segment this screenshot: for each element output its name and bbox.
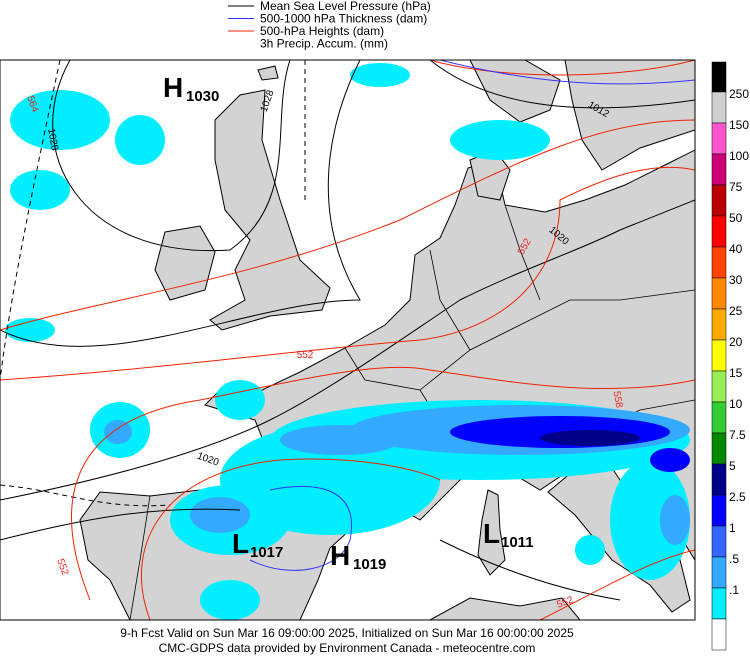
precip-area [280, 425, 400, 455]
footer-line: 9-h Fcst Valid on Sun Mar 16 09:00:00 20… [120, 626, 574, 640]
colorbar-segment [711, 339, 727, 372]
colorbar-label: 100 [729, 149, 749, 163]
colorbar-label: 15 [729, 366, 743, 380]
colorbar-segment [711, 184, 727, 217]
precip-area [540, 430, 640, 446]
pressure-value: 1030 [186, 88, 219, 105]
colorbar-label: 250 [729, 87, 749, 101]
contour-label: 558 [611, 390, 625, 409]
colorbar-label: .5 [729, 552, 739, 566]
precip-area [104, 420, 132, 444]
footer-line: CMC-GDPS data provided by Environment Ca… [159, 641, 536, 655]
contour-label: 1028 [45, 128, 60, 152]
iceland-faroe [257, 65, 279, 81]
precip-area [10, 170, 70, 210]
precip-area [115, 115, 165, 165]
precip-area [450, 120, 550, 160]
colorbar-segment [711, 370, 727, 403]
legend-label: 500-1000 hPa Thickness (dam) [260, 12, 427, 26]
pressure-value: 1017 [250, 544, 283, 561]
colorbar-label: 40 [729, 242, 743, 256]
colorbar-segment [711, 587, 727, 620]
pressure-letter: L [232, 528, 249, 559]
colorbar-segment [711, 556, 727, 589]
isobar [0, 60, 695, 601]
precip-area [575, 535, 605, 565]
colorbar-label: 7.5 [729, 428, 746, 442]
colorbar-label: 50 [729, 211, 743, 225]
colorbar-segment [711, 494, 727, 527]
colorbar: 250 150 100 75 50 40 30 25 20 15 10 7.5 5 2.5 1 .5 .1 [711, 61, 749, 651]
legend-label: Mean Sea Level Pressure (hPa) [260, 0, 431, 13]
pressure-letter: H [163, 72, 183, 103]
colorbar-segment [711, 618, 727, 651]
pressure-letter: L [483, 518, 500, 549]
legend-label: 500-hPa Heights (dam) [260, 24, 384, 38]
colorbar-segment [711, 246, 727, 279]
colorbar-label: 20 [729, 335, 743, 349]
colorbar-segment [711, 91, 727, 124]
colorbar-segment [711, 153, 727, 186]
colorbar-segment [711, 277, 727, 310]
pressure-value: 1011 [501, 534, 534, 551]
corsica-sardinia [477, 489, 506, 576]
precip-area [650, 448, 690, 472]
colorbar-label: 10 [729, 397, 743, 411]
contour-label: 552 [297, 350, 314, 361]
colorbar-label: 25 [729, 304, 743, 318]
precip-area [215, 380, 265, 420]
precip-area [610, 460, 690, 580]
great-britain [209, 89, 331, 331]
north-africa [429, 597, 581, 620]
sweden [564, 60, 695, 171]
pressure-letter: H [330, 540, 350, 571]
colorbar-label: 150 [729, 118, 749, 132]
precip-area [660, 495, 690, 545]
precipitation [5, 63, 690, 620]
pressure-value: 1019 [353, 556, 386, 573]
precip-area [5, 318, 55, 342]
colorbar-segment [711, 61, 727, 94]
colorbar-label: 75 [729, 180, 743, 194]
height-contour [0, 60, 695, 620]
colorbar-segment [711, 525, 727, 558]
colorbar-label: 5 [729, 459, 736, 473]
map-frame [0, 59, 696, 621]
precip-area [200, 580, 260, 620]
isobar-dashed [0, 60, 306, 507]
contours [0, 60, 695, 620]
colorbar-label: 2.5 [729, 490, 746, 504]
colorbar-label: 30 [729, 273, 743, 287]
colorbar-segment [711, 463, 727, 496]
colorbar-label: .1 [729, 583, 739, 597]
colorbar-segment [711, 401, 727, 434]
legend-label: 3h Precip. Accum. (mm) [260, 37, 388, 51]
colorbar-segment [711, 122, 727, 155]
colorbar-label: 1 [729, 521, 736, 535]
colorbar-segment [711, 308, 727, 341]
norway [469, 60, 561, 123]
precip-area [10, 90, 110, 150]
precip-area [190, 497, 250, 533]
thickness-contour [249, 60, 695, 571]
colorbar-segment [711, 215, 727, 248]
precip-area [350, 63, 410, 87]
legend: Mean Sea Level Pressure (hPa)500-1000 hP… [228, 0, 431, 51]
colorbar-segment [711, 432, 727, 465]
